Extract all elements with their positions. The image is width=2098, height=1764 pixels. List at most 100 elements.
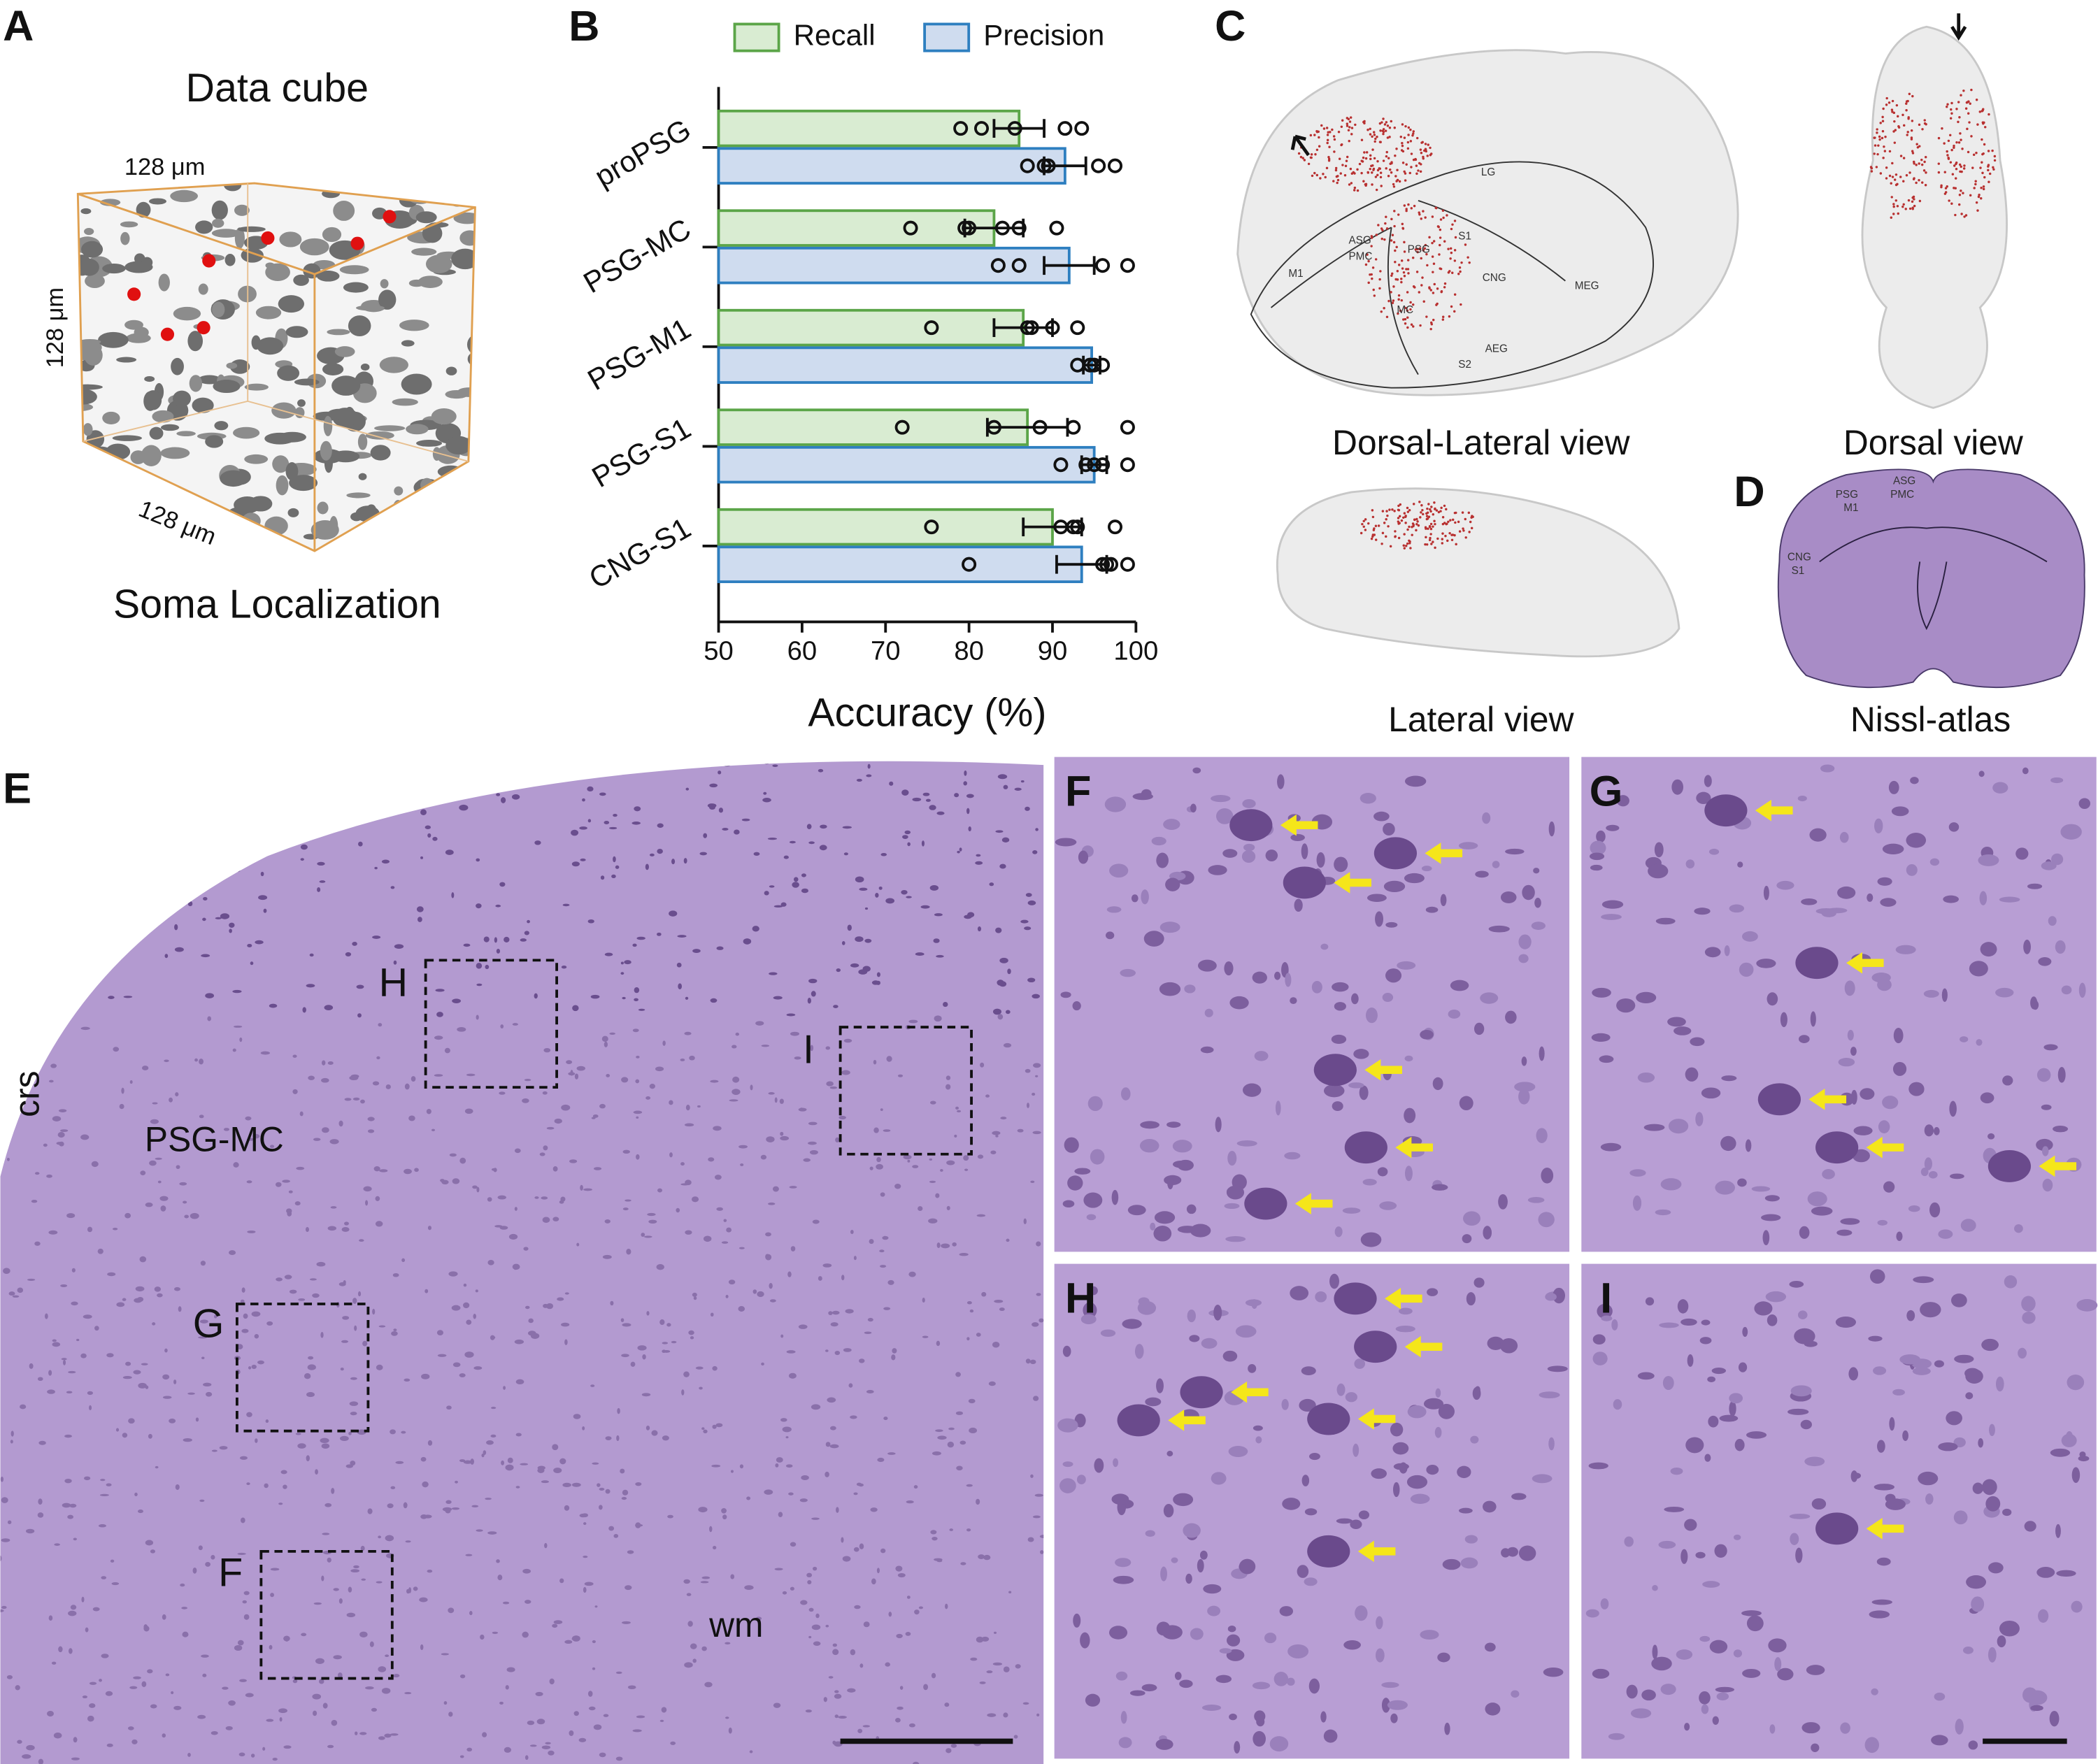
neuron-dot (1427, 503, 1430, 505)
cell (1929, 1202, 1941, 1218)
neuron-dot (1398, 180, 1401, 183)
neuron-dot (1419, 170, 1422, 173)
cell (1255, 1436, 1262, 1444)
cell (1652, 1644, 1658, 1660)
neuron-dot (1907, 199, 1911, 202)
cell (669, 1152, 673, 1158)
region-label: CNG (1483, 272, 1506, 284)
cell (239, 1679, 247, 1682)
cell (1463, 1211, 1480, 1226)
cell (1589, 852, 1605, 861)
cell (636, 1055, 640, 1059)
cell (157, 1180, 162, 1184)
cell (1067, 1175, 1083, 1191)
soma-blob (293, 274, 309, 286)
cell (207, 1016, 211, 1021)
cell (494, 937, 498, 943)
cell (1742, 1668, 1761, 1678)
soma-blob (87, 454, 105, 472)
arrow (1231, 1381, 1269, 1403)
cell (1676, 1649, 1693, 1660)
cell (966, 1337, 970, 1341)
cell (1912, 1367, 1931, 1375)
cell (313, 1602, 322, 1605)
cell (120, 849, 124, 854)
neuron-dot (1459, 270, 1462, 273)
cell (944, 1702, 950, 1707)
cell (1616, 998, 1636, 1013)
cell (66, 1391, 73, 1394)
neuron-dot (1960, 213, 1963, 215)
cell (709, 1526, 713, 1533)
arrow (1280, 814, 1318, 836)
cell (1156, 852, 1169, 868)
cell (721, 1241, 729, 1244)
cell (1163, 819, 1180, 830)
cell (878, 886, 883, 890)
cell (615, 1756, 623, 1761)
cell (1869, 1269, 1885, 1284)
cell (1030, 1180, 1035, 1184)
cell (64, 1434, 72, 1438)
cell (537, 1468, 545, 1473)
cell (1500, 891, 1517, 903)
cell (228, 1700, 236, 1706)
soma-blob (316, 270, 340, 282)
cell (632, 1729, 642, 1733)
cell (482, 1732, 487, 1737)
neuron-dot (1379, 175, 1383, 179)
neuron-dot (1983, 175, 1986, 179)
cell (324, 1503, 332, 1507)
neuron-dot (1879, 172, 1883, 175)
cell (2067, 1375, 2085, 1391)
cell (1407, 1405, 1427, 1419)
neuron-dot (1428, 525, 1432, 529)
neuron-dot (1918, 178, 1920, 182)
cell (22, 856, 29, 860)
cell (645, 1426, 650, 1430)
soma-blob (226, 362, 238, 369)
neuron-dot (1450, 227, 1453, 231)
soma-blob (80, 490, 91, 501)
cell (303, 798, 306, 803)
arrow (1364, 1059, 1402, 1081)
cell (38, 1498, 43, 1505)
cell (1864, 1737, 1879, 1754)
cell (352, 1298, 357, 1304)
cell (141, 1066, 149, 1070)
cell (1064, 1137, 1079, 1153)
cell (606, 1074, 611, 1077)
neuron-dot (1390, 274, 1393, 278)
soma-blob (160, 424, 180, 431)
cell (636, 1116, 639, 1119)
cell (2004, 1275, 2018, 1289)
cell (321, 1443, 330, 1449)
neuron-dot (1366, 253, 1369, 256)
neuron-dot (1400, 519, 1404, 522)
cell (68, 995, 73, 998)
neuron-dot (1913, 204, 1916, 208)
neuron-dot (1403, 512, 1406, 515)
cell (899, 1686, 904, 1690)
neuron-dot (1427, 527, 1429, 530)
cell (1165, 877, 1180, 891)
neuron-dot (1878, 135, 1881, 138)
soma-blob (348, 315, 371, 336)
cell (145, 1202, 153, 1207)
cell (885, 1662, 890, 1667)
soma-blob (120, 231, 130, 245)
neuron (1283, 866, 1326, 899)
cell (7, 1520, 12, 1524)
cell (12, 1295, 20, 1298)
neuron-dot (1346, 122, 1349, 125)
neuron-dot (1961, 148, 1964, 150)
cell (283, 1745, 292, 1749)
cell (1505, 848, 1525, 855)
cell (202, 1673, 207, 1677)
cell (688, 1330, 694, 1335)
cell (864, 1331, 872, 1335)
cell (346, 1612, 356, 1618)
cell (145, 1540, 154, 1546)
cell (1906, 864, 1918, 876)
cell (1888, 780, 1899, 794)
